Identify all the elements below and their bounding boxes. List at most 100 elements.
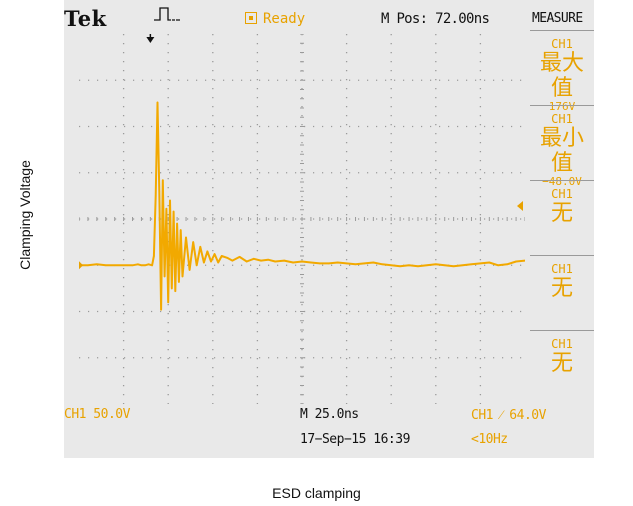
- trace-point: [203, 261, 205, 264]
- trace-point: [188, 269, 191, 271]
- trace-point: [245, 260, 248, 263]
- trace-point: [426, 264, 428, 267]
- measure-value: −48.0V: [542, 175, 582, 188]
- measure-slot-4[interactable]: CH1 无: [530, 255, 594, 331]
- trace-point: [267, 258, 269, 261]
- measure-slot-5[interactable]: CH1 无: [530, 330, 594, 406]
- trace-point: [319, 262, 321, 265]
- date-time: 17−Sep−15 16:39: [300, 432, 410, 447]
- measure-title: 最小值: [539, 126, 584, 176]
- trace-point: [178, 281, 180, 283]
- measure-slot-1[interactable]: CH1 最大值 176V: [530, 30, 594, 113]
- trace-point: [156, 101, 159, 104]
- measure-title: 无: [550, 201, 573, 226]
- trace-point: [195, 264, 198, 267]
- trace-point: [363, 262, 366, 265]
- trace-point: [506, 263, 509, 266]
- measure-slot-3[interactable]: CH1 无: [530, 180, 594, 256]
- trace-point: [328, 262, 330, 265]
- trace-point: [253, 258, 255, 260]
- measure-channel: CH1: [551, 112, 573, 126]
- footer-bar: CH1 50.0V M 25.0ns CH1 ⁄ 64.0V 17−Sep−15…: [64, 404, 594, 458]
- trace-point: [345, 262, 348, 265]
- measure-panel: CH1 最大值 176V CH1 最小值 −48.0V CH1 无 CH1 无 …: [530, 30, 594, 406]
- graticule: [79, 34, 525, 404]
- ready-box-icon: [245, 12, 257, 24]
- x-axis-label: ESD clamping: [272, 485, 361, 501]
- trace-point: [435, 263, 437, 266]
- measure-value: 176V: [548, 100, 576, 113]
- trace-point: [137, 263, 139, 266]
- measure-title: 无: [550, 351, 573, 376]
- status-text: Ready: [263, 11, 306, 27]
- measure-channel: CH1: [551, 337, 573, 351]
- trace-point: [169, 199, 171, 202]
- marker-layer: 1: [79, 34, 523, 270]
- trace-point: [174, 290, 177, 292]
- trace-point: [381, 263, 384, 266]
- trace-point: [452, 265, 455, 267]
- trace-point: [231, 259, 234, 262]
- acquisition-status: Ready: [245, 11, 305, 27]
- trace-point: [140, 264, 143, 267]
- trace-point: [167, 301, 169, 304]
- trace-point: [153, 255, 155, 257]
- oscilloscope-screen: Tek Ready M Pos: 72.00ns MEASURE 1 CH1 最…: [64, 0, 594, 458]
- trace-point: [354, 263, 357, 266]
- trace-point: [408, 264, 410, 267]
- trace-point: [479, 262, 482, 265]
- trace-point: [87, 264, 89, 267]
- trace-point: [217, 261, 219, 264]
- trace-point: [310, 261, 312, 264]
- trace-point: [301, 260, 303, 263]
- measure-channel: CH1: [551, 262, 573, 276]
- trigger-readout: CH1 ⁄ 64.0V: [471, 408, 546, 423]
- trace-point: [192, 241, 194, 243]
- trace-point: [399, 265, 401, 267]
- measure-slot-2[interactable]: CH1 最小值 −48.0V: [530, 105, 594, 188]
- measure-menu-title[interactable]: MEASURE: [532, 11, 583, 26]
- trace-point: [206, 250, 209, 253]
- trace-point: [185, 236, 187, 239]
- trigger-frequency: <10Hz: [471, 432, 508, 447]
- trace-point: [160, 308, 162, 311]
- trace-point: [260, 259, 262, 262]
- ground-marker-icon: [79, 261, 83, 270]
- trace-point: [220, 255, 223, 257]
- trace-point: [113, 264, 116, 267]
- trigger-level-icon: [517, 201, 523, 212]
- trace-point: [172, 210, 175, 213]
- trace-point: [515, 260, 517, 263]
- trace-point: [292, 261, 294, 264]
- trigger-waveform-icon: [154, 7, 180, 21]
- trace-point: [105, 264, 107, 267]
- trace-point: [524, 259, 525, 262]
- trace-point: [497, 264, 500, 267]
- trace-point: [181, 275, 184, 278]
- trace-point: [199, 246, 202, 248]
- measure-channel: CH1: [551, 187, 573, 201]
- trace-point: [488, 261, 491, 264]
- waveform-plot: 1: [79, 34, 525, 404]
- trace-point: [165, 208, 168, 210]
- brand-logo: Tek: [64, 6, 107, 31]
- trace-point: [158, 190, 161, 193]
- trace-point: [147, 263, 150, 266]
- trace-point: [417, 265, 419, 267]
- measure-title: 最大值: [539, 51, 584, 101]
- trace-point: [162, 179, 164, 181]
- waveform-svg: 1: [79, 34, 525, 404]
- trace-point: [213, 253, 216, 255]
- m-position-readout: M Pos: 72.00ns: [381, 11, 490, 27]
- measure-channel: CH1: [551, 37, 573, 51]
- trace-point: [126, 264, 128, 267]
- trace-point: [176, 222, 178, 225]
- trace-point: [274, 260, 276, 263]
- trace-point: [131, 264, 134, 267]
- trace-point: [226, 257, 228, 259]
- channel-scale: CH1 50.0V: [64, 407, 130, 422]
- trace-point: [171, 287, 173, 290]
- trace-layer: [79, 101, 525, 311]
- trace-point: [470, 263, 473, 266]
- trace-point: [122, 264, 125, 267]
